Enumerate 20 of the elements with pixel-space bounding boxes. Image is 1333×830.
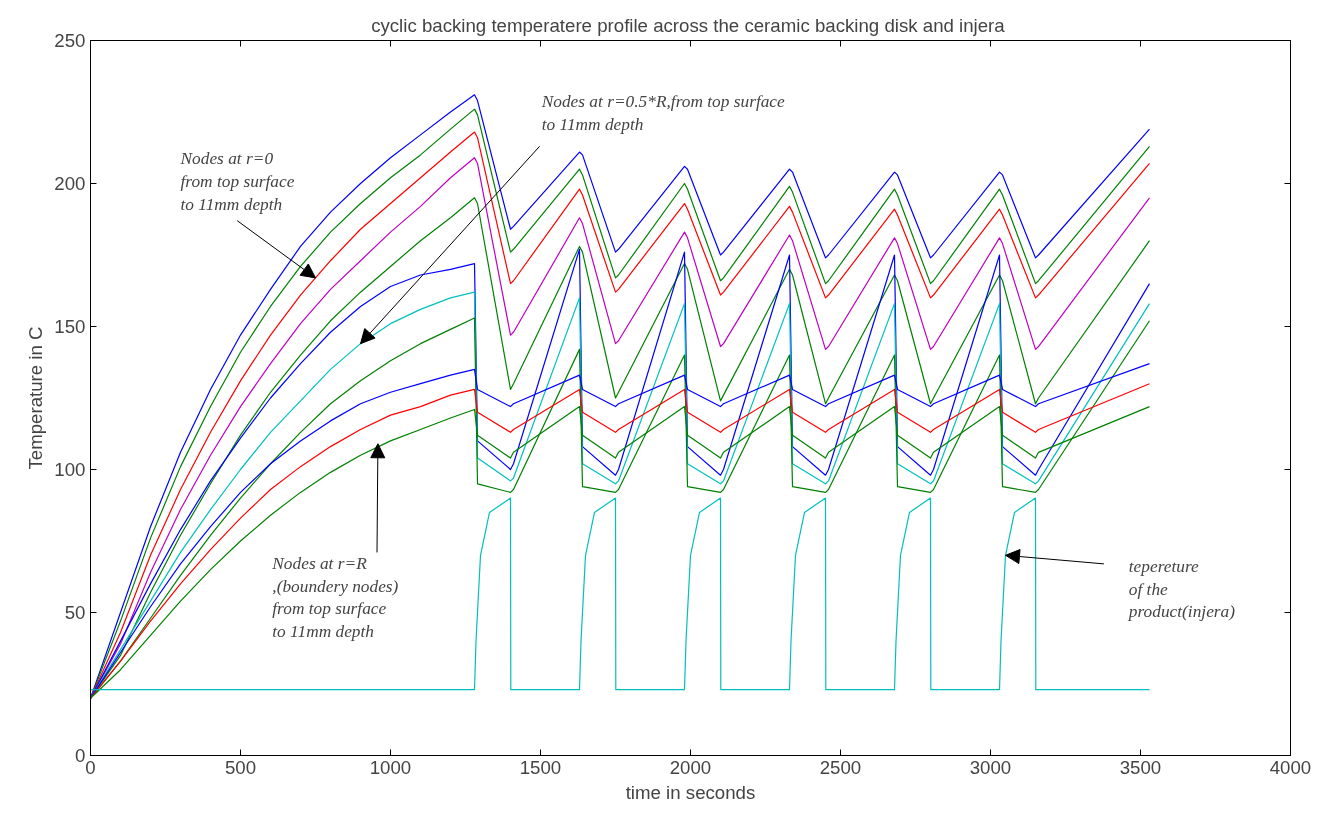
y-tick-label: 50 bbox=[64, 602, 86, 623]
y-tick-label: 200 bbox=[54, 173, 86, 194]
x-tick-label: 4000 bbox=[1269, 756, 1312, 778]
y-tick-label: 100 bbox=[54, 459, 86, 480]
annotation: Nodes at r=R ,(boundery nodes) from top surface to 11mm depth bbox=[271, 553, 399, 642]
x-axis-title: time in seconds bbox=[625, 781, 756, 803]
x-tick-label: 1000 bbox=[369, 756, 412, 778]
x-tick-label: 3000 bbox=[969, 756, 1012, 778]
x-tick-label: 1500 bbox=[519, 756, 562, 778]
x-tick-label: 500 bbox=[224, 756, 257, 778]
y-tick-label: 250 bbox=[54, 30, 86, 51]
chart-title: cyclic backing temperatere profile across the ceramic backing disk and injera bbox=[371, 14, 1006, 36]
annotation: Nodes at r=0.5*R,from top surface to 11mm depth bbox=[540, 91, 786, 134]
x-tick-label: 2500 bbox=[819, 756, 862, 778]
x-tick-label: 2000 bbox=[669, 756, 712, 778]
y-axis-title: Temperature in C bbox=[25, 326, 47, 470]
annotation: Nodes at r=0 from top surface to 11mm depth bbox=[179, 149, 295, 214]
x-tick-label: 3500 bbox=[1119, 756, 1162, 778]
annotation: tepereture of the product(injera) bbox=[1126, 556, 1236, 622]
y-tick-label: 150 bbox=[54, 316, 86, 337]
